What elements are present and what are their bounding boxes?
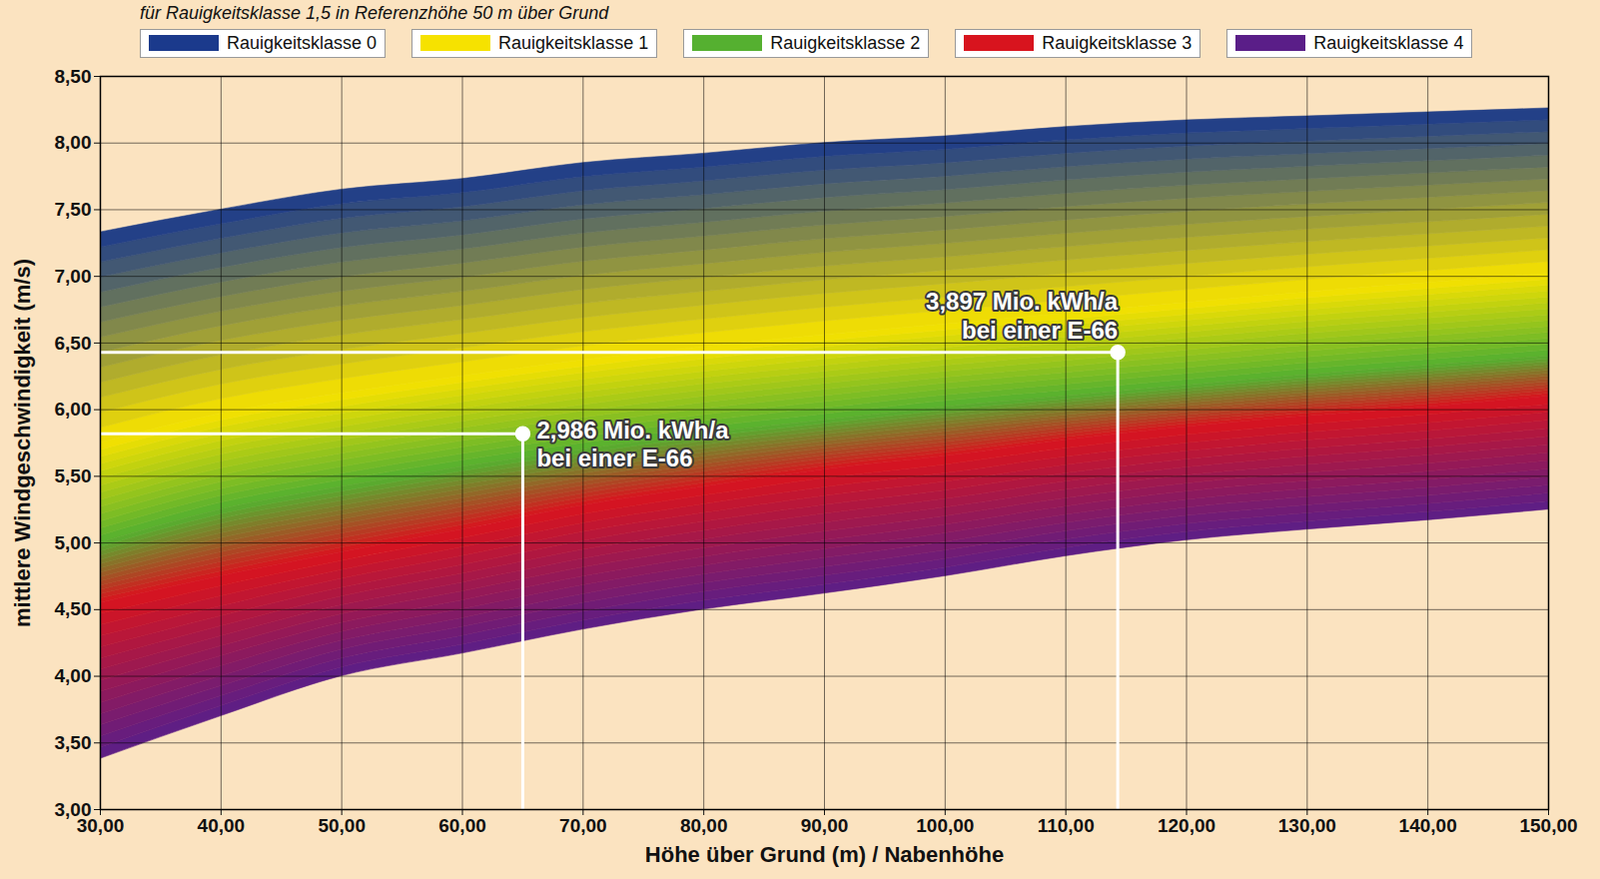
svg-text:150,00: 150,00 [1519,814,1578,836]
svg-text:3,00: 3,00 [54,798,92,820]
svg-text:8,50: 8,50 [54,65,92,87]
svg-text:100,00: 100,00 [915,814,974,836]
svg-text:80,00: 80,00 [680,814,729,836]
svg-text:90,00: 90,00 [800,814,849,836]
svg-text:2,986 Mio. kWh/abei einer E-66: 2,986 Mio. kWh/abei einer E-66 [536,416,730,473]
svg-text:140,00: 140,00 [1399,814,1458,836]
svg-text:30,00: 30,00 [76,814,125,836]
svg-text:120,00: 120,00 [1157,814,1216,836]
svg-text:130,00: 130,00 [1278,814,1337,836]
svg-text:5,00: 5,00 [54,532,92,554]
svg-text:3,897 Mio. kWh/abei einer E-66: 3,897 Mio. kWh/abei einer E-66 [925,287,1119,344]
svg-text:40,00: 40,00 [197,814,246,836]
html-text:Rauigkeitsklasse 0: Rauigkeitsklasse 0 [226,32,377,53]
svg-text:4,00: 4,00 [54,665,92,687]
html-text:für Rauigkeitsklasse 1,5 in Re: für Rauigkeitsklasse 1,5 in Referenzhöhe… [139,2,609,23]
svg-text:3,50: 3,50 [54,732,92,754]
html-text:Rauigkeitsklasse 2: Rauigkeitsklasse 2 [770,32,921,53]
svg-text:7,00: 7,00 [54,265,92,287]
svg-text:8,00: 8,00 [54,131,92,153]
svg-text:6,00: 6,00 [54,398,92,420]
html-text:Rauigkeitsklasse 4: Rauigkeitsklasse 4 [1313,32,1464,53]
svg-text:6,50: 6,50 [54,331,92,353]
svg-text:7,50: 7,50 [54,198,92,220]
svg-text:4,50: 4,50 [54,598,92,620]
html-text:Rauigkeitsklasse 3: Rauigkeitsklasse 3 [1041,32,1192,53]
svg-text:Höhe über Grund (m) / Nabenhöh: Höhe über Grund (m) / Nabenhöhe [645,841,1004,867]
svg-text:5,50: 5,50 [54,465,92,487]
svg-text:mittlere Windgeschwindigkeit (: mittlere Windgeschwindigkeit (m/s) [9,258,35,628]
svg-text:50,00: 50,00 [317,814,366,836]
html-text:Rauigkeitsklasse 1: Rauigkeitsklasse 1 [498,32,649,53]
svg-text:60,00: 60,00 [438,814,487,836]
svg-text:110,00: 110,00 [1037,814,1095,836]
svg-text:70,00: 70,00 [559,814,608,836]
